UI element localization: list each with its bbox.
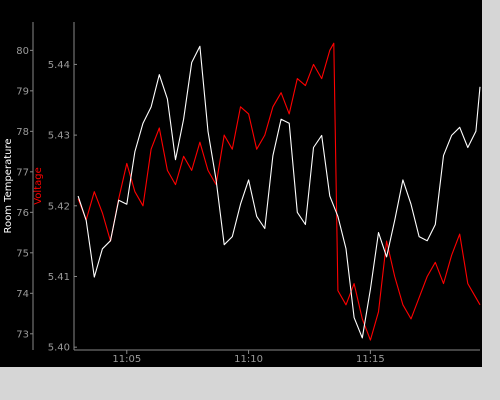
right-tick-label: 5.41 bbox=[48, 272, 70, 283]
left-tick-label: 77 bbox=[16, 167, 29, 178]
line-chart: 73 74 75 76 77 78 79 80 5.40 5.41 5.42 5.43 5.44 11… bbox=[3, 18, 481, 365]
x-tick-label: 11:05 bbox=[112, 354, 141, 365]
x-tick-label: 11:15 bbox=[356, 354, 385, 365]
right-tick-label: 5.42 bbox=[48, 201, 70, 212]
right-axis-ticks: 5.40 5.41 5.42 5.43 5.44 bbox=[48, 60, 77, 354]
x-axis-ticks: 11:05 11:10 11:15 bbox=[112, 350, 385, 365]
series-layer bbox=[77, 42, 481, 341]
right-tick-label: 5.44 bbox=[48, 60, 70, 71]
right-tick-label: 5.43 bbox=[48, 131, 70, 142]
voltage-series-line bbox=[77, 42, 481, 341]
left-tick-label: 80 bbox=[16, 46, 29, 57]
left-tick-label: 79 bbox=[16, 86, 29, 97]
left-tick-label: 76 bbox=[16, 208, 29, 219]
left-tick-label: 78 bbox=[16, 127, 29, 138]
x-tick-label: 11:10 bbox=[234, 354, 263, 365]
left-tick-label: 74 bbox=[16, 289, 29, 300]
right-tick-label: 5.40 bbox=[48, 343, 70, 354]
temperature-series-line bbox=[77, 45, 481, 339]
left-tick-label: 73 bbox=[16, 329, 29, 340]
plot-area bbox=[74, 18, 480, 350]
left-axis-title: Room Temperature bbox=[3, 139, 14, 234]
left-axis-ticks: 73 74 75 76 77 78 79 80 bbox=[16, 46, 33, 340]
right-axis-title: Voltage bbox=[33, 167, 44, 205]
left-tick-label: 75 bbox=[16, 248, 29, 259]
plot-window: 73 74 75 76 77 78 79 80 5.40 5.41 5.42 5.43 5.44 11… bbox=[0, 0, 482, 367]
